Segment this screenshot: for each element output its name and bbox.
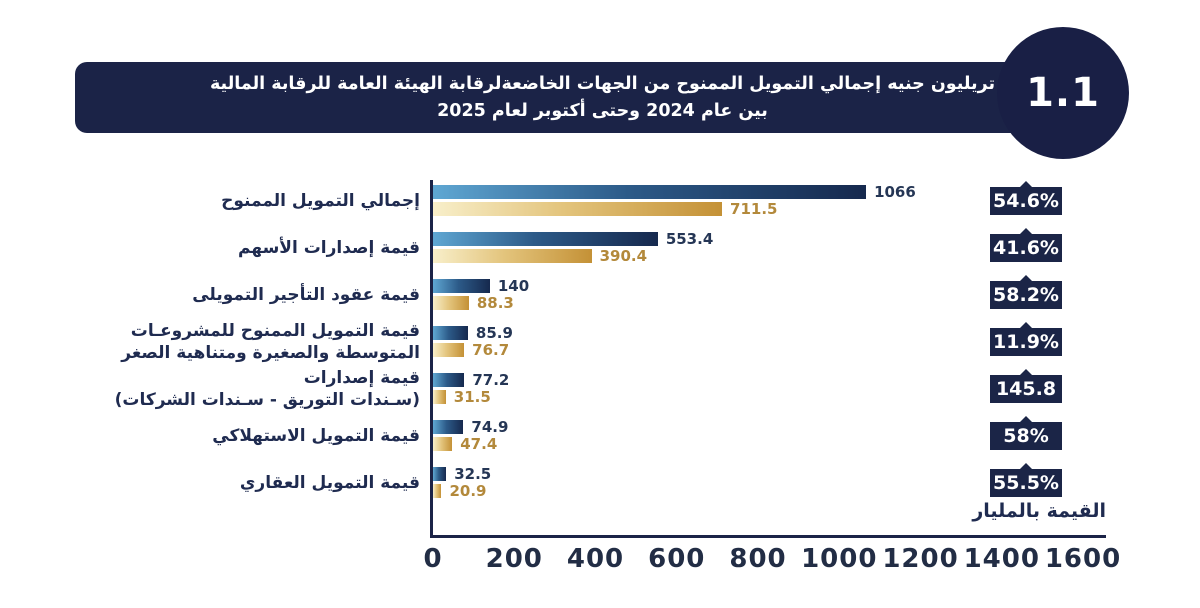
category-label-line: (سـندات التوريق - سـندات الشركات): [114, 389, 420, 410]
value-label-gold: 31.5: [453, 388, 491, 406]
bar-chart: إجمالي التمويل الممنوح 1066 711.5 54.6% قيمة…: [0, 170, 1200, 608]
value-label-gold: 76.7: [472, 341, 510, 359]
bar-wrap-gold: 711.5: [433, 200, 778, 218]
bar-wrap-gold: 47.4: [433, 435, 498, 453]
bar-gold: [433, 343, 465, 357]
bar-wrap-gold: 20.9: [433, 482, 487, 500]
category-label: قيمة عقود التأجير التمويلى: [95, 279, 420, 310]
x-tick-label: 1600: [1044, 544, 1122, 574]
percent-badge: 54.6%: [990, 181, 1062, 215]
bar-blue: [433, 185, 867, 199]
bar-gold: [433, 437, 453, 451]
bar-wrap-gold: 76.7: [433, 341, 510, 359]
x-tick-label: 1400: [963, 544, 1040, 574]
category-label-line: قيمة التمويل الممنوح للمشروعـات: [130, 320, 420, 341]
value-label-gold: 88.3: [476, 294, 514, 312]
bar-wrap-blue: 85.9: [433, 324, 513, 342]
value-label-blue: 74.9: [471, 418, 509, 436]
category-label: قيمة إصدارات (سـندات التوريق - سـندات الش…: [95, 368, 420, 410]
category-label-line: قيمة إصدارات: [303, 367, 420, 388]
percent-badge: 145.8: [990, 369, 1062, 403]
category-label-line: المتوسطة والصغيرة ومتناهية الصغر: [121, 342, 420, 363]
category-label-line: قيمة التمويل الاستهلاكي: [212, 425, 420, 446]
value-label-gold: 711.5: [730, 200, 778, 218]
value-label-gold: 390.4: [599, 247, 648, 265]
category-label-line: قيمة عقود التأجير التمويلى: [192, 284, 420, 305]
bar-group: قيمة عقود التأجير التمويلى 140 88.3 58.2%: [0, 275, 1200, 312]
bar-gold: [433, 390, 446, 404]
bar-wrap-blue: 553.4: [433, 230, 714, 248]
bar-wrap-blue: 77.2: [433, 371, 510, 389]
x-axis-line: [430, 535, 1106, 538]
value-label-blue: 77.2: [472, 371, 510, 389]
x-tick-label: 1200: [882, 544, 959, 574]
bar-wrap-blue: 32.5: [433, 465, 492, 483]
bar-group: قيمة إصدارات الأسهم 553.4 390.4 41.6%: [0, 228, 1200, 265]
bar-group: قيمة التمويل العقاري 32.5 20.9 55.5%: [0, 463, 1200, 500]
x-tick-label: 1000: [801, 544, 878, 574]
percent-badge: 11.9%: [990, 322, 1062, 356]
category-label: قيمة التمويل الممنوح للمشروعـات المتوسطة …: [95, 321, 420, 363]
category-label-line: قيمة إصدارات الأسهم: [238, 237, 420, 258]
value-label-blue: 85.9: [475, 324, 513, 342]
bar-blue: [433, 279, 490, 293]
bar-group: قيمة إصدارات (سـندات التوريق - سـندات الش…: [0, 368, 1200, 410]
percent-badge: 41.6%: [990, 228, 1062, 262]
y-axis-line: [430, 180, 433, 538]
category-label: قيمة إصدارات الأسهم: [95, 232, 420, 263]
bar-blue: [433, 326, 468, 340]
bar-blue: [433, 232, 658, 246]
figure-number-badge: 1.1: [997, 27, 1129, 159]
x-tick-label: 400: [566, 544, 625, 574]
x-tick-label: 800: [729, 544, 787, 574]
category-label: قيمة التمويل الاستهلاكي: [95, 420, 420, 451]
figure-number: 1.1: [1026, 70, 1100, 116]
x-axis-ticks: 0 200 400 600 800 1000 1200 1400 1600: [0, 544, 1200, 578]
header-title-line1: تريليون جنيه إجمالي التمويل الممنوح من ا…: [209, 74, 996, 95]
category-label: قيمة التمويل العقاري: [95, 467, 420, 498]
category-label-line: قيمة التمويل العقاري: [239, 472, 420, 493]
x-tick-label: 600: [648, 544, 706, 574]
percent-badge: 58%: [990, 416, 1062, 450]
bar-group: إجمالي التمويل الممنوح 1066 711.5 54.6%: [0, 181, 1200, 218]
x-tick-label: 0: [423, 544, 443, 574]
bar-blue: [433, 373, 465, 387]
category-label-line: إجمالي التمويل الممنوح: [221, 190, 420, 211]
value-label-blue: 1066: [874, 183, 916, 201]
axis-unit-note: القيمة بالمليار: [972, 500, 1106, 522]
value-label-blue: 140: [497, 277, 530, 295]
bar-blue: [433, 420, 464, 434]
header-banner: تريليون جنيه إجمالي التمويل الممنوح من ا…: [75, 62, 1030, 133]
value-label-gold: 47.4: [460, 435, 498, 453]
category-label: إجمالي التمويل الممنوح: [95, 185, 420, 216]
bar-wrap-blue: 140: [433, 277, 530, 295]
value-label-blue: 32.5: [454, 465, 492, 483]
bar-gold: [433, 296, 469, 310]
bar-wrap-gold: 390.4: [433, 247, 648, 265]
bar-wrap-blue: 1066: [433, 183, 916, 201]
x-tick-label: 200: [485, 544, 543, 574]
bar-group: قيمة التمويل الاستهلاكي 74.9 47.4 58%: [0, 416, 1200, 453]
bar-blue: [433, 467, 447, 481]
bar-wrap-gold: 88.3: [433, 294, 514, 312]
value-label-gold: 20.9: [449, 482, 487, 500]
bar-wrap-blue: 74.9: [433, 418, 509, 436]
percent-badge: 58.2%: [990, 275, 1062, 309]
bar-wrap-gold: 31.5: [433, 388, 491, 406]
bar-gold: [433, 484, 442, 498]
bar-gold: [433, 249, 592, 263]
header-title-line2: بين عام 2024 وحتى أكتوبر لعام 2025: [437, 100, 768, 121]
bar-gold: [433, 202, 723, 216]
percent-badge: 55.5%: [990, 463, 1062, 497]
bar-group: قيمة التمويل الممنوح للمشروعـات المتوسطة …: [0, 321, 1200, 363]
value-label-blue: 553.4: [665, 230, 714, 248]
